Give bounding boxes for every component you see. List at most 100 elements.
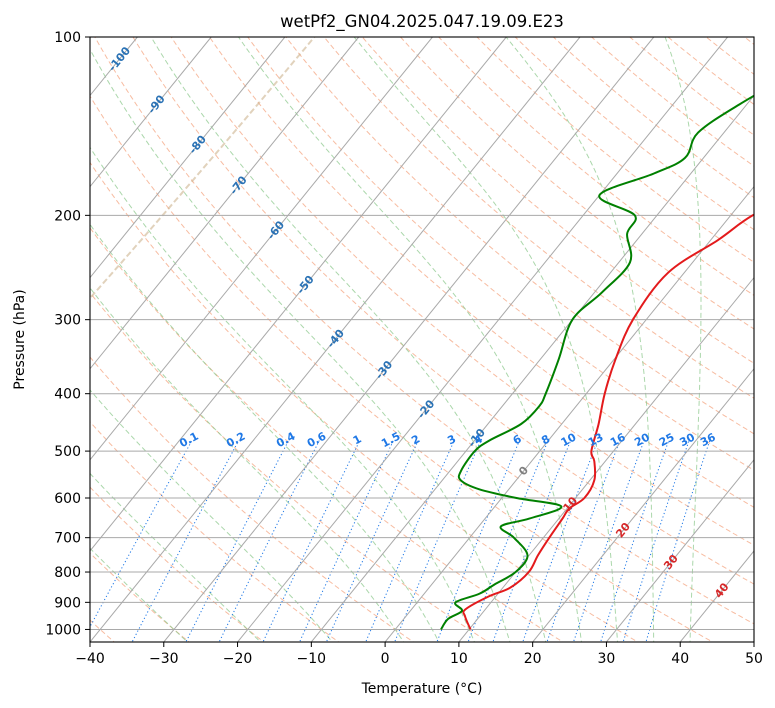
y-tick-label: 700	[54, 531, 81, 547]
isotherm-label: 10	[561, 494, 581, 514]
moist-adiabat-line	[664, 37, 702, 642]
mixing-ratio-label: 13	[586, 431, 606, 450]
mixing-ratio-line	[218, 440, 320, 642]
isotherm-line	[90, 37, 507, 552]
plot-area: -100-90-80-70-60-50-40-30-20-10010203040…	[90, 37, 754, 642]
mixing-ratio-labels: 0.1 0.2 0.4 0.6 1 1.5 2 3 4 6 8 10 13 16 20 25 30 36	[177, 429, 718, 450]
x-tick-label: −20	[223, 651, 253, 667]
moist-adiabat-line	[238, 37, 583, 642]
mixing-ratio-line	[185, 440, 289, 642]
x-tick-label: 10	[450, 651, 468, 667]
moist-adiabat-line	[90, 223, 440, 642]
isotherm-label: -50	[294, 273, 317, 297]
dry-adiabat-line	[476, 37, 754, 263]
isobar-grid	[90, 37, 754, 630]
dry-adiabat-line	[399, 37, 754, 330]
isotherm-grid	[90, 37, 754, 642]
isotherm-label: -90	[145, 92, 168, 116]
mixing-ratio-label: 2	[409, 432, 422, 447]
isotherm-label: -60	[265, 218, 288, 242]
dry-adiabats	[90, 37, 754, 642]
dry-adiabat-line	[552, 37, 754, 199]
isotherm-line	[90, 37, 581, 642]
y-axis-title: Pressure (hPa)	[12, 289, 28, 389]
dry-adiabat-line	[90, 421, 340, 642]
y-tick-label: 200	[54, 208, 81, 224]
mixing-ratio-line	[622, 440, 690, 642]
mixing-ratio-label: 20	[632, 430, 652, 449]
dry-adiabat-line	[285, 37, 754, 435]
dewpoint-profile-line	[440, 94, 754, 630]
isotherm-label: -70	[227, 173, 250, 197]
dry-adiabat-line	[90, 161, 639, 642]
mixing-ratio-label: 16	[608, 430, 628, 449]
mixing-ratio-line	[299, 440, 394, 642]
mixing-ratio-line	[522, 440, 599, 642]
isotherm-line	[384, 185, 754, 642]
isotherm-line	[458, 276, 754, 642]
y-axis: 100 200 300 400 500 600 700 800 900 1000	[45, 30, 90, 638]
dry-adiabat-line	[438, 37, 754, 296]
x-axis-title: Temperature (°C)	[361, 681, 483, 697]
moist-adiabat-line	[90, 287, 405, 642]
isotherm-line	[90, 37, 286, 279]
dry-adiabat-line	[170, 37, 754, 546]
y-tick-label: 900	[54, 595, 81, 611]
isotherm-line	[90, 37, 360, 370]
isotherm-line	[90, 37, 212, 188]
moist-adiabat-line	[90, 472, 262, 642]
x-tick-label: 40	[671, 651, 689, 667]
dry-adiabat-line	[705, 37, 754, 75]
x-tick-label: 30	[598, 651, 616, 667]
dry-adiabat-line	[90, 226, 564, 642]
y-tick-label: 1000	[45, 622, 81, 638]
moist-adiabat-line	[90, 48, 511, 642]
mixing-ratio-line	[546, 440, 621, 642]
x-tick-label: −10	[297, 651, 327, 667]
dry-adiabat-line	[247, 37, 754, 471]
dry-adiabat-line	[208, 37, 754, 508]
isotherm-line	[163, 37, 655, 642]
mixing-ratio-line	[467, 440, 549, 642]
temperature-profile-line	[462, 213, 754, 630]
isotherm-label: -30	[373, 358, 396, 382]
mixing-ratio-label: 36	[698, 430, 718, 449]
mixing-ratio-label: 10	[559, 430, 579, 449]
isotherm-label: -100	[106, 44, 134, 74]
isotherm-label: -20	[415, 397, 438, 421]
profiles	[440, 94, 754, 630]
chart-title: wetPf2_GN04.2025.047.19.09.E23	[280, 12, 564, 32]
isotherm-label: 30	[661, 552, 681, 572]
x-tick-label: −30	[149, 651, 179, 667]
mixing-ratio-lines	[90, 440, 711, 642]
isotherm-label: -40	[324, 327, 347, 351]
dry-adiabat-line	[90, 356, 415, 642]
mixing-ratio-label: 1	[351, 432, 364, 447]
mixing-ratio-line	[365, 440, 455, 642]
x-tick-label: 50	[745, 651, 763, 667]
x-tick-label: −40	[75, 651, 105, 667]
dry-adiabat-line	[94, 37, 754, 625]
moist-adiabat-line	[90, 547, 189, 642]
dry-adiabat-line	[361, 37, 754, 364]
mixing-ratio-line	[131, 440, 240, 642]
y-tick-label: 300	[54, 313, 81, 329]
mixing-ratio-label: 0.1	[177, 430, 200, 451]
isotherm-label: -80	[186, 133, 209, 157]
dry-adiabat-line	[90, 95, 714, 642]
x-tick-label: 20	[524, 651, 542, 667]
dry-adiabat-line	[667, 37, 754, 106]
isotherm-line	[753, 641, 754, 642]
mixing-ratio-line	[262, 440, 361, 642]
mixing-ratio-label: 25	[657, 431, 677, 450]
mixing-ratio-line	[325, 440, 419, 642]
mixing-ratio-line	[436, 440, 520, 642]
y-tick-label: 500	[54, 444, 81, 460]
moist-adiabat-line	[90, 389, 334, 642]
moist-adiabat-line	[353, 37, 619, 642]
mixing-ratio-label: 3	[445, 432, 458, 447]
dry-adiabat-line	[514, 37, 754, 231]
isotherm-line	[532, 367, 754, 642]
moist-adiabats	[90, 37, 702, 642]
